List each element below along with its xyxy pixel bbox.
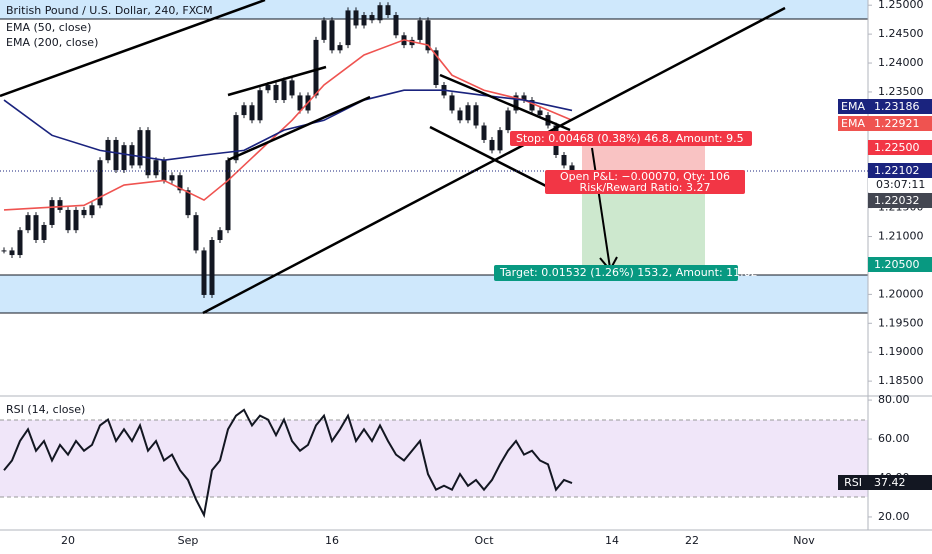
marks xyxy=(1,2,575,519)
badge-name: RSI xyxy=(844,476,862,489)
badge-value: 37.42 xyxy=(874,476,906,489)
badge-value: 1.23186 xyxy=(874,100,920,113)
legend-entry: EMA (200, close) xyxy=(6,36,98,49)
y-tick-label: 1.25000 xyxy=(878,0,924,11)
rsi-title: RSI (14, close) xyxy=(6,403,85,416)
rsi-line xyxy=(3,408,573,519)
y-tick-label: 1.24500 xyxy=(878,27,924,40)
y-tick-label: 1.23500 xyxy=(878,85,924,98)
arrow xyxy=(591,147,611,269)
trend-line xyxy=(0,0,266,98)
x-tick-label: Oct xyxy=(474,534,494,547)
badge-name: EMA xyxy=(841,100,865,113)
y-tick-label: 20.00 xyxy=(878,510,910,523)
rr-label: Risk/Reward Ratio: 3.27 xyxy=(580,181,711,194)
x-tick-label: 20 xyxy=(61,534,75,547)
y-tick-label: 1.24000 xyxy=(878,56,924,69)
x-tick-label: 22 xyxy=(685,534,699,547)
target-label: Target: 0.01532 (1.26%) 153.2, Amount: 1… xyxy=(499,266,758,279)
x-tick-label: 16 xyxy=(325,534,339,547)
pnl-label: Open P&L: −0.00070, Qty: 106 xyxy=(560,170,730,183)
countdown: 03:07:11 xyxy=(876,178,925,191)
badge-value: 1.22921 xyxy=(874,117,920,130)
y-tick-label: 60.00 xyxy=(878,432,910,445)
annotations: Stop: 0.00468 (0.38%) 46.8, Amount: 9.5 … xyxy=(494,131,758,281)
badge-name: EMA xyxy=(841,117,865,130)
y-tick-label: 80.00 xyxy=(878,393,910,406)
badge xyxy=(868,116,932,131)
trend-line xyxy=(227,65,327,97)
x-tick-label: Nov xyxy=(793,534,815,547)
x-tick-label: Sep xyxy=(178,534,199,547)
badge xyxy=(868,163,932,178)
zone xyxy=(0,275,868,313)
badge xyxy=(868,475,932,490)
badge xyxy=(868,193,932,208)
badge-value: 1.22032 xyxy=(874,194,920,207)
legend-entry: EMA (50, close) xyxy=(6,21,91,34)
drawings xyxy=(0,0,932,531)
badge xyxy=(868,140,932,155)
badge-value: 1.22500 xyxy=(874,141,920,154)
legend: British Pound / U.S. Dollar, 240, FXCM E… xyxy=(6,4,213,416)
zone xyxy=(0,0,868,19)
trend-line xyxy=(439,73,571,132)
trend-line xyxy=(429,125,549,189)
badge xyxy=(868,257,932,272)
badge xyxy=(868,99,932,114)
pnl-label-box xyxy=(545,170,745,194)
trend-lines xyxy=(0,0,868,315)
badge-value: 1.22102 xyxy=(874,164,920,177)
ema-line xyxy=(3,39,573,211)
stop-label-box xyxy=(510,131,752,146)
badge-value: 1.20500 xyxy=(874,258,920,271)
price-badges: EMA 1.23186 EMA 1.22921 1.22500 1.22102 … xyxy=(838,99,932,490)
ema-line xyxy=(3,89,573,162)
badge xyxy=(868,178,932,192)
y-tick-label: 1.21000 xyxy=(878,230,924,243)
stop-label: Stop: 0.00468 (0.38%) 46.8, Amount: 9.5 xyxy=(516,132,744,145)
trend-line xyxy=(227,95,371,162)
target-label-box xyxy=(494,265,738,281)
badge xyxy=(838,475,868,490)
x-tick-label: 14 xyxy=(605,534,619,547)
y-tick-label: 1.19500 xyxy=(878,316,924,329)
y-tick-label: 1.18500 xyxy=(878,374,924,387)
y-tick-label: 1.19000 xyxy=(878,345,924,358)
badge xyxy=(838,99,868,114)
badge xyxy=(838,116,868,131)
symbol-title: British Pound / U.S. Dollar, 240, FXCM xyxy=(6,4,213,17)
y-tick-label: 1.20000 xyxy=(878,287,924,300)
